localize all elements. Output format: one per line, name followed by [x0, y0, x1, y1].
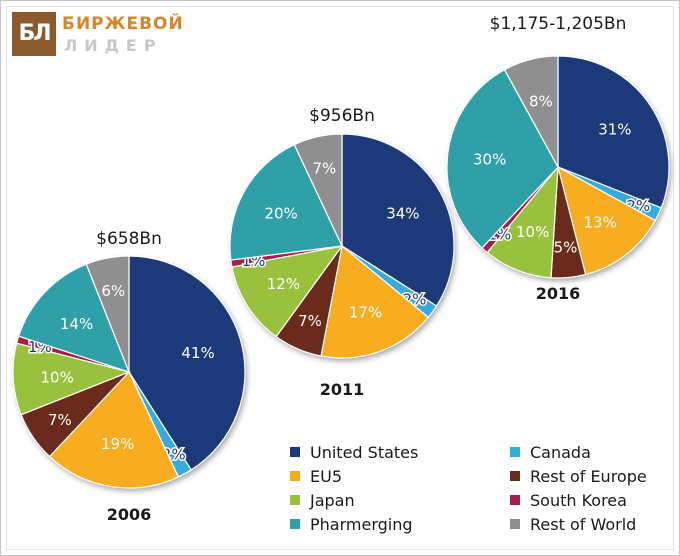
slice-united-states [341, 133, 455, 307]
pie-year-label: 2006 [107, 505, 152, 524]
slice-label-rest-of-europe: 7% [48, 411, 72, 429]
slice-rest-of-world [85, 255, 130, 373]
slice-label-rest-of-europe: 7% [298, 312, 322, 330]
slice-eu5 [48, 370, 180, 489]
legend-swatch-united-states [290, 447, 300, 457]
legend-swatch-eu5 [290, 471, 300, 481]
slice-label-eu5: 13% [584, 213, 617, 231]
slice-label-pharmerging: 20% [264, 205, 297, 223]
slice-label-eu5: 19% [101, 435, 134, 453]
legend-label-south-korea: South Korea [530, 491, 627, 510]
logo-mark: БЛ [12, 12, 56, 56]
pie-total-label: $658Bn [96, 229, 162, 249]
legend-swatch-rest-of-europe [510, 471, 520, 481]
slice-label-rest-of-europe: 5% [554, 239, 578, 257]
slice-label-pharmerging: 14% [60, 315, 93, 333]
slice-united-states [128, 255, 246, 471]
legend-label-pharmerging: Pharmerging [310, 515, 413, 534]
slice-pharmerging [229, 143, 343, 261]
legend-swatch-rest-of-world [510, 519, 520, 529]
logo-text-line2: ЛИДЕР [64, 36, 163, 55]
slice-rest-of-world [503, 55, 559, 168]
legend-label-rest-of-world: Rest of World [530, 515, 636, 534]
legend-label-eu5: EU5 [310, 467, 342, 486]
slice-label-rest-of-world: 8% [529, 92, 553, 110]
logo-text-line1: БИРЖЕВОЙ [62, 14, 184, 34]
slice-label-rest-of-world: 6% [101, 282, 125, 300]
legend: United States Canada EU5 Rest of Europe Japa… [290, 443, 647, 534]
legend-label-rest-of-europe: Rest of Europe [530, 467, 647, 486]
slice-pharmerging [17, 263, 131, 373]
slice-pharmerging [446, 68, 559, 249]
legend-swatch-south-korea [510, 495, 520, 505]
slice-label-japan: 10% [41, 369, 74, 387]
figure-inner-border [6, 6, 674, 550]
slice-united-states [557, 55, 670, 209]
legend-label-united-states: United States [310, 443, 418, 462]
legend-label-canada: Canada [530, 443, 591, 462]
legend-swatch-japan [290, 495, 300, 505]
pie-year-label: 2011 [320, 380, 365, 399]
legend-label-japan: Japan [309, 491, 355, 510]
slice-eu5 [557, 165, 657, 276]
slice-label-japan: 10% [516, 223, 549, 241]
slice-label-united-states: 34% [386, 205, 419, 223]
slice-eu5 [320, 244, 430, 359]
slice-label-rest-of-world: 7% [313, 159, 337, 177]
slice-japan [12, 342, 131, 416]
slice-label-eu5: 17% [349, 303, 382, 321]
pie-total-label: $956Bn [309, 106, 375, 126]
pie-total-label: $1,175-1,205Bn [490, 14, 627, 34]
slice-japan [231, 245, 344, 338]
legend-swatch-pharmerging [290, 519, 300, 529]
slice-label-united-states: 41% [181, 344, 214, 362]
slice-rest-of-world [293, 133, 343, 247]
slice-label-united-states: 31% [598, 120, 631, 138]
slice-label-pharmerging: 30% [473, 150, 506, 168]
pie-year-label: 2016 [536, 284, 581, 303]
legend-swatch-canada [510, 447, 520, 457]
logo: БЛ БИРЖЕВОЙ ЛИДЕР [12, 12, 183, 58]
slice-label-japan: 12% [267, 275, 300, 293]
